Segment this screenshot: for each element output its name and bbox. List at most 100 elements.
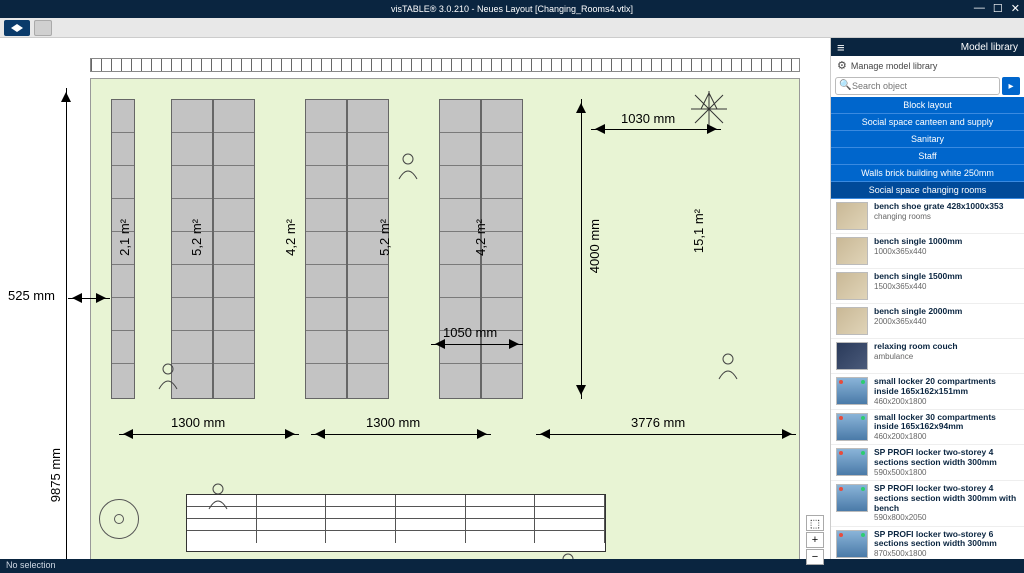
locker-column[interactable]: [305, 99, 347, 399]
model-name: small locker 20 compartments inside 165x…: [874, 377, 1019, 397]
person-icon: [391, 149, 425, 183]
search-input[interactable]: [835, 77, 1000, 95]
area-label: 4,2 m²: [283, 219, 298, 256]
dimension-label: 525 mm: [8, 288, 55, 303]
window-title: visTABLE® 3.0.210 - Neues Layout [Changi…: [391, 4, 633, 14]
category-item[interactable]: Social space canteen and supply: [831, 114, 1024, 131]
sidebar-title: Model library: [961, 42, 1018, 53]
hamburger-icon[interactable]: ≡: [837, 40, 845, 55]
zoom-in-button[interactable]: +: [806, 532, 824, 548]
maximize-button[interactable]: ☐: [993, 2, 1003, 15]
model-dimensions: 870x500x1800: [874, 549, 1019, 558]
model-name: bench shoe grate 428x1000x353: [874, 202, 1003, 212]
model-dimensions: 460x200x1800: [874, 432, 1019, 441]
dimension-label: 9875 mm: [48, 448, 63, 502]
model-name: small locker 30 compartments inside 165x…: [874, 413, 1019, 433]
dimension-line: [431, 344, 523, 345]
model-name: SP PROFI locker two-storey 4 sections se…: [874, 484, 1019, 513]
category-item[interactable]: Walls brick building white 250mm: [831, 165, 1024, 182]
close-button[interactable]: ✕: [1011, 2, 1020, 15]
model-thumbnail: [836, 342, 868, 370]
model-name: SP PROFI locker two-storey 6 sections se…: [874, 530, 1019, 550]
category-item[interactable]: Block layout: [831, 97, 1024, 114]
model-dimensions: 460x200x1800: [874, 397, 1019, 406]
model-item[interactable]: small locker 30 compartments inside 165x…: [831, 410, 1024, 446]
model-library-panel: ≡ Model library ⚙ Manage model library 🔍…: [830, 38, 1024, 559]
model-name: bench single 1500mm: [874, 272, 962, 282]
model-list[interactable]: bench shoe grate 428x1000x353changing ro…: [831, 199, 1024, 559]
zoom-controls: ⬚ + −: [806, 515, 824, 565]
model-item[interactable]: bench shoe grate 428x1000x353changing ro…: [831, 199, 1024, 234]
floor-area[interactable]: 2,1 m² 5,2 m² 4,2 m² 5,2 m² 4,2 m² 15,1 …: [90, 78, 800, 559]
area-label: 15,1 m²: [691, 209, 706, 253]
model-dimensions: 1000x365x440: [874, 247, 962, 256]
toolbar-button[interactable]: [34, 20, 52, 36]
model-thumbnail: [836, 202, 868, 230]
dimension-line: [66, 88, 67, 559]
bench-block[interactable]: [186, 494, 606, 552]
category-item[interactable]: Staff: [831, 148, 1024, 165]
model-thumbnail: [836, 413, 868, 441]
area-label: 5,2 m²: [189, 219, 204, 256]
ruler-horizontal: [90, 58, 800, 72]
dimension-line: [68, 298, 110, 299]
model-dimensions: ambulance: [874, 352, 958, 361]
window-titlebar: visTABLE® 3.0.210 - Neues Layout [Changi…: [0, 0, 1024, 18]
dimension-label: 1030 mm: [621, 111, 675, 126]
dimension-label: 3776 mm: [631, 415, 685, 430]
dimension-line: [311, 434, 491, 435]
model-thumbnail: [836, 272, 868, 300]
minimize-button[interactable]: —: [974, 2, 985, 15]
model-item[interactable]: SP PROFI locker two-storey 6 sections se…: [831, 527, 1024, 559]
dimension-label: 1050 mm: [443, 325, 497, 340]
status-text: No selection: [6, 560, 56, 570]
model-thumbnail: [836, 237, 868, 265]
model-item[interactable]: SP PROFI locker two-storey 4 sections se…: [831, 481, 1024, 526]
dimension-label: 1300 mm: [171, 415, 225, 430]
model-dimensions: changing rooms: [874, 212, 1003, 221]
model-dimensions: 1500x365x440: [874, 282, 962, 291]
person-icon: [151, 359, 185, 393]
model-item[interactable]: SP PROFI locker two-storey 4 sections se…: [831, 445, 1024, 481]
category-item[interactable]: Sanitary: [831, 131, 1024, 148]
dimension-label: 1300 mm: [366, 415, 420, 430]
basin-icon: [99, 499, 139, 539]
status-bar: No selection: [0, 559, 1024, 573]
search-go-button[interactable]: ▸: [1002, 77, 1020, 95]
dimension-label: 4000 mm: [587, 219, 602, 273]
search-icon: 🔍: [839, 80, 851, 91]
app-menu-button[interactable]: [4, 20, 30, 36]
model-thumbnail: [836, 530, 868, 558]
manage-library-link[interactable]: Manage model library: [851, 61, 938, 71]
dimension-line: [581, 99, 582, 399]
dimension-line: [591, 129, 721, 130]
model-item[interactable]: relaxing room couchambulance: [831, 339, 1024, 374]
model-name: SP PROFI locker two-storey 4 sections se…: [874, 448, 1019, 468]
area-label: 4,2 m²: [473, 219, 488, 256]
zoom-out-button[interactable]: −: [806, 549, 824, 565]
model-item[interactable]: small locker 20 compartments inside 165x…: [831, 374, 1024, 410]
model-item[interactable]: bench single 1500mm1500x365x440: [831, 269, 1024, 304]
model-item[interactable]: bench single 2000mm2000x365x440: [831, 304, 1024, 339]
model-dimensions: 590x800x2050: [874, 513, 1019, 522]
person-icon: [201, 479, 235, 513]
category-list: Block layout Social space canteen and su…: [831, 97, 1024, 199]
model-thumbnail: [836, 377, 868, 405]
area-label: 5,2 m²: [377, 219, 392, 256]
model-name: bench single 1000mm: [874, 237, 962, 247]
model-thumbnail: [836, 484, 868, 512]
dimension-line: [536, 434, 796, 435]
main-toolbar: [0, 18, 1024, 38]
zoom-fit-button[interactable]: ⬚: [806, 515, 824, 531]
model-dimensions: 590x500x1800: [874, 468, 1019, 477]
floorplan-canvas[interactable]: 2,1 m² 5,2 m² 4,2 m² 5,2 m² 4,2 m² 15,1 …: [0, 38, 830, 559]
category-item[interactable]: Social space changing rooms: [831, 182, 1024, 199]
dimension-line: [119, 434, 299, 435]
model-name: bench single 2000mm: [874, 307, 962, 317]
area-label: 2,1 m²: [117, 219, 132, 256]
person-icon: [711, 349, 745, 383]
locker-column[interactable]: [213, 99, 255, 399]
model-name: relaxing room couch: [874, 342, 958, 352]
gear-icon[interactable]: ⚙: [837, 59, 847, 72]
model-item[interactable]: bench single 1000mm1000x365x440: [831, 234, 1024, 269]
